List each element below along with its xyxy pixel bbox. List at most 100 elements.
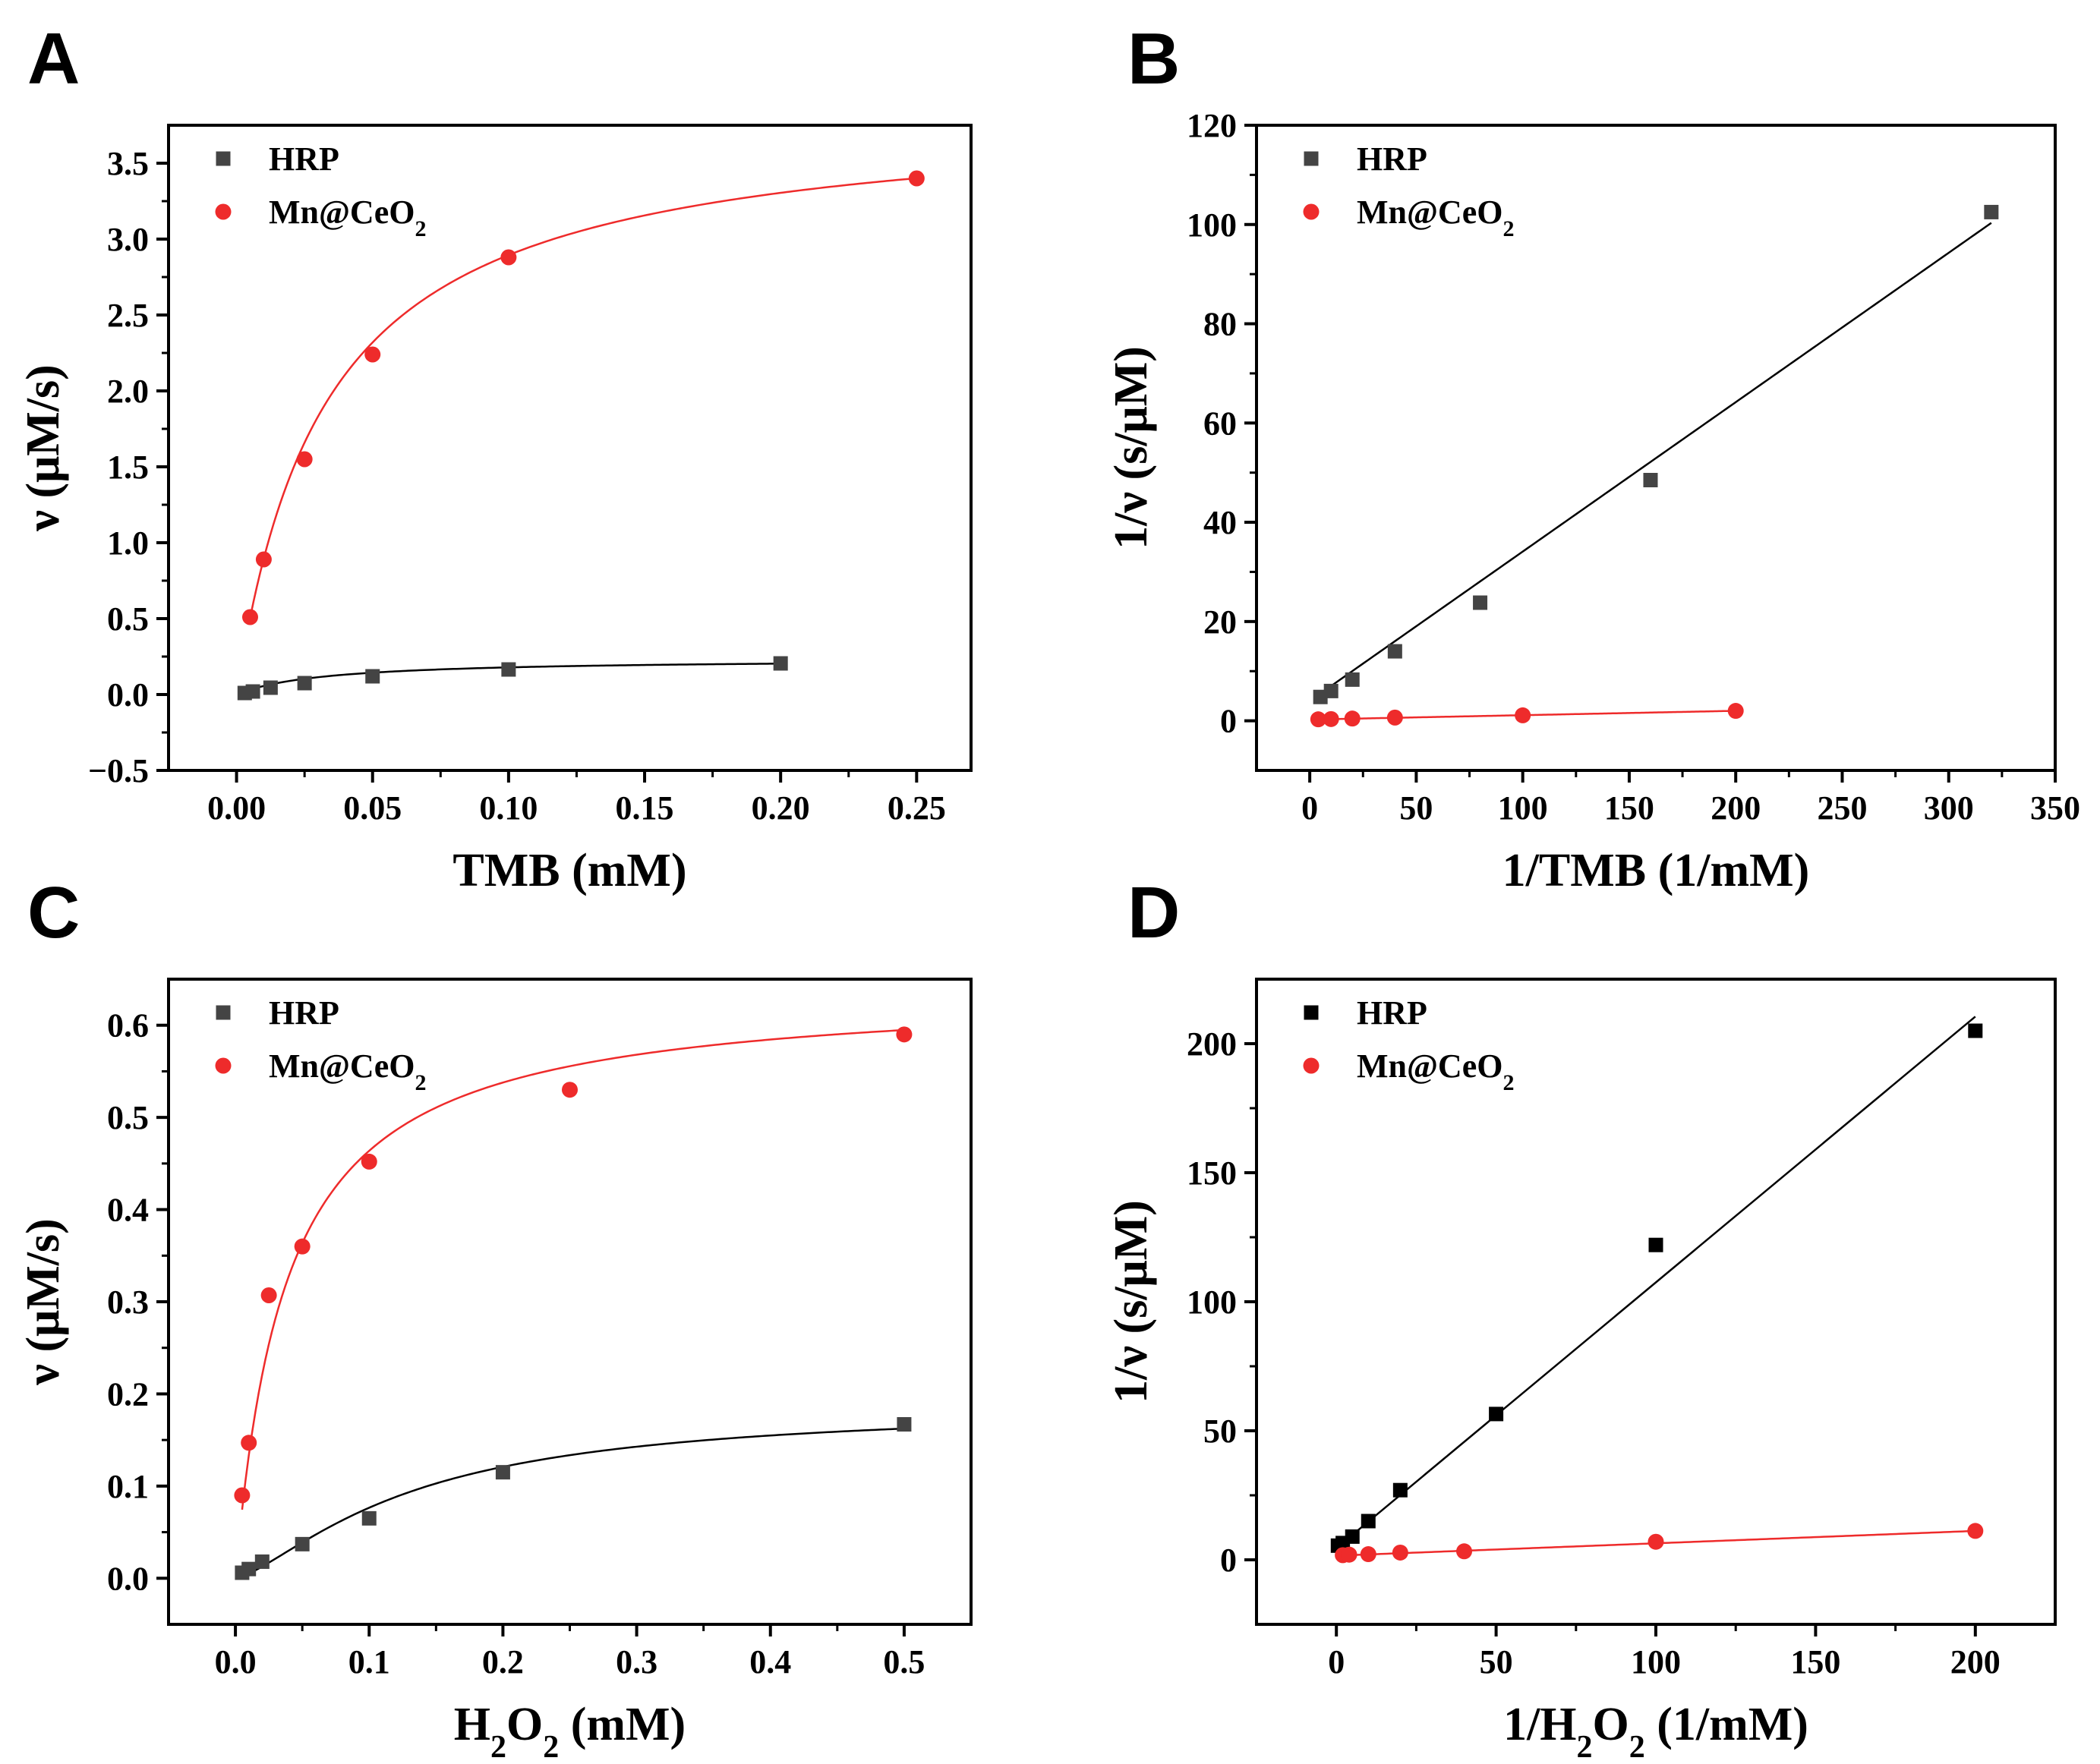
panel-d-x-tick-label: 100 (1631, 1643, 1681, 1681)
panel-a-legend-marker-hrp (216, 151, 231, 166)
panel-d-x-axis-title-part: O (1593, 1699, 1629, 1750)
panel-d-y-tick-label: 150 (1187, 1154, 1237, 1192)
panel-a-y-tick-label: −0.5 (88, 752, 149, 789)
panel-a-point-mn-ceo2 (296, 451, 313, 468)
panel-d-legend-marker-mn-ceo2 (1303, 1057, 1320, 1074)
panel-c-y-tick-label: 0.0 (107, 1560, 149, 1597)
panel-d-point-mn-ceo2 (1360, 1546, 1376, 1563)
panel-c-point-mn-ceo2 (241, 1435, 257, 1451)
panel-b-point-mn-ceo2 (1344, 710, 1361, 727)
panel-c-y-tick-label: 0.5 (107, 1099, 149, 1136)
panel-d-fit-line-hrp (1335, 1016, 1976, 1549)
panel-d-point-mn-ceo2 (1456, 1543, 1473, 1560)
panel-c-x-axis-title-part: 2 (543, 1730, 559, 1764)
panel-d-x-axis-title-part: (1/mM) (1645, 1699, 1808, 1750)
panel-c-legend-subscript: 2 (415, 1070, 426, 1095)
panel-a-point-mn-ceo2 (500, 249, 517, 266)
panel-d-point-mn-ceo2 (1392, 1544, 1408, 1561)
panel-b-legend-label-mn-ceo2: Mn@CeO2 (1357, 194, 1514, 241)
panel-c-x-tick-label: 0.2 (482, 1643, 524, 1681)
panel-a-point-mn-ceo2 (364, 346, 381, 363)
panel-d-x-axis-title-part: 1/H (1503, 1699, 1576, 1750)
panel-a-y-tick-label: 3.0 (107, 221, 149, 258)
panel-c-x-axis-title-part: O (506, 1699, 543, 1750)
panel-b-point-mn-ceo2 (1515, 707, 1531, 723)
panel-a-y-tick-label: 1.5 (107, 449, 149, 486)
panel-d-legend-label-hrp: HRP (1357, 994, 1427, 1032)
panel-a-fit-line-mn-ceo2 (249, 177, 917, 618)
panel-d-series-mn-ceo2: Mn@CeO2 (1303, 1047, 1984, 1564)
panel-a-point-mn-ceo2 (241, 609, 258, 625)
panel-c-letter: C (27, 872, 80, 953)
panel-b-series-mn-ceo2: Mn@CeO2 (1303, 194, 1744, 728)
panel-b-x-tick-label: 50 (1399, 789, 1433, 827)
panel-c-y-tick-label: 0.1 (107, 1468, 149, 1505)
panel-d-legend-marker-hrp (1304, 1005, 1319, 1020)
panel-a-legend-marker-mn-ceo2 (215, 203, 232, 220)
panel-c-point-mn-ceo2 (896, 1026, 913, 1043)
panel-d-x-tick-label: 50 (1480, 1643, 1513, 1681)
panel-c-point-hrp (897, 1417, 912, 1432)
panel-b-x-tick-label: 200 (1711, 789, 1761, 827)
panel-a-plot-frame (167, 124, 973, 772)
panel-a-point-hrp (365, 669, 380, 684)
panel-a-series-mn-ceo2: Mn@CeO2 (215, 170, 925, 625)
panel-c-legend-text: HRP (269, 994, 339, 1032)
panel-a-legend-text: HRP (269, 140, 339, 178)
panel-d-letter: D (1127, 872, 1180, 953)
panel-a-y-tick-label: 1.0 (107, 524, 149, 562)
panel-d-point-hrp (1345, 1529, 1360, 1544)
panel-b-letter: B (1127, 18, 1180, 99)
panel-c-series-mn-ceo2: Mn@CeO2 (215, 1026, 913, 1510)
panel-b-point-hrp (1387, 644, 1402, 659)
panel-a-series-hrp: HRP (216, 140, 788, 701)
panel-b-x-axis-title: 1/TMB (1/mM) (1502, 845, 1810, 896)
panel-d-y-tick-label: 100 (1187, 1284, 1237, 1321)
panel-b-series-hrp: HRP (1304, 140, 1999, 704)
panel-d-legend-label-mn-ceo2: Mn@CeO2 (1357, 1047, 1514, 1095)
panel-b-x-tick-label: 0 (1301, 789, 1318, 827)
panel-b-y-tick-label: 60 (1203, 405, 1237, 442)
panel-c-point-mn-ceo2 (361, 1153, 377, 1170)
panel-d-legend-text: Mn@CeO (1357, 1047, 1502, 1085)
panel-a-x-tick-label: 0.25 (888, 789, 946, 827)
panel-c-point-mn-ceo2 (294, 1238, 311, 1255)
panel-d-y-tick-label: 0 (1220, 1542, 1237, 1579)
panel-d-point-mn-ceo2 (1967, 1523, 1984, 1539)
panel-b-y-tick-label: 100 (1187, 206, 1237, 244)
panel-b-x-tick-label: 100 (1498, 789, 1548, 827)
panel-b-x-tick-label: 300 (1924, 789, 1974, 827)
panel-d-x-axis-title-part: 2 (1629, 1730, 1645, 1764)
panel-c-x-axis-title: H2O2 (mM) (454, 1699, 686, 1764)
panel-b-y-axis-title: 1/ν (s/μM) (1105, 346, 1157, 550)
panel-d-x-axis-title-part: 2 (1577, 1730, 1593, 1764)
panel-b-legend-label-hrp: HRP (1357, 140, 1427, 178)
panel-d-legend-subscript: 2 (1502, 1070, 1514, 1095)
panel-c-y-tick-label: 0.3 (107, 1284, 149, 1321)
panel-a-point-hrp (773, 656, 788, 671)
panel-c-point-mn-ceo2 (260, 1287, 277, 1303)
panel-a-x-tick-label: 0.20 (752, 789, 810, 827)
panel-a-y-tick-label: 2.0 (107, 373, 149, 410)
panel-a-point-hrp (263, 680, 278, 695)
panel-d-point-mn-ceo2 (1648, 1533, 1664, 1550)
panel-a-point-hrp (297, 676, 312, 691)
panel-b-point-hrp (1345, 672, 1360, 687)
panel-a-x-tick-label: 0.15 (616, 789, 674, 827)
panel-c-legend-text: Mn@CeO (269, 1047, 415, 1085)
panel-d-legend-text: HRP (1357, 994, 1427, 1032)
panel-b-x-tick-label: 350 (2030, 789, 2080, 827)
panel-a-point-hrp (501, 662, 516, 677)
panel-layer: A0.00 0.05 0.10 0.15 0.20 0.25−0.50.00.51.01.… (17, 18, 2080, 1764)
panel-c-y-tick-label: 0.4 (107, 1192, 149, 1229)
panel-d-point-hrp (1361, 1514, 1376, 1529)
panel-a-y-tick-label: 0.0 (107, 676, 149, 713)
panel-b-point-mn-ceo2 (1386, 709, 1403, 726)
panel-b-point-hrp (1323, 683, 1339, 698)
panel-b-y-tick-label: 20 (1203, 603, 1237, 641)
panel-a-point-mn-ceo2 (908, 170, 925, 187)
panel-a-x-axis-title: TMB (mM) (452, 845, 686, 896)
panel-a-y-axis-title: ν (μM/s) (17, 364, 69, 532)
